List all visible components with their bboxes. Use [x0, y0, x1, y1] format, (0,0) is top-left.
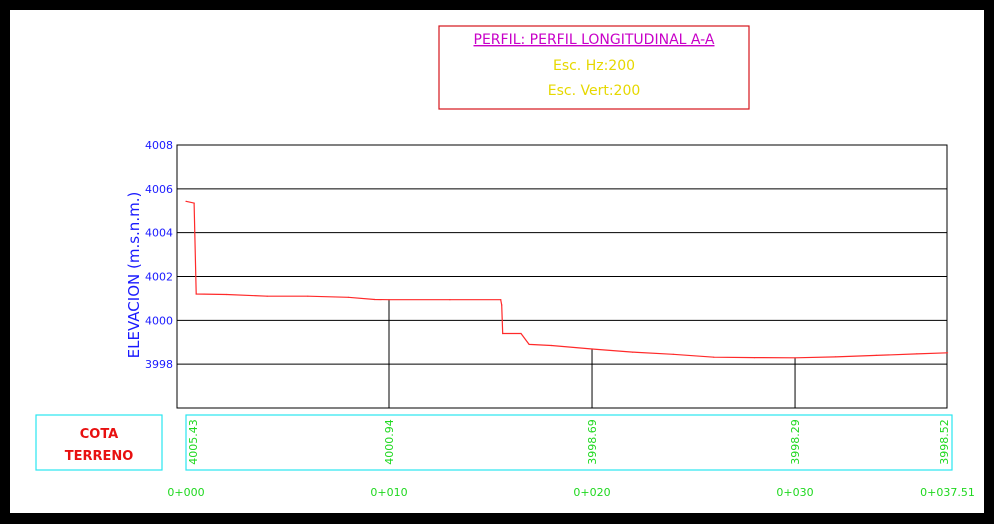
station-label: 0+037.51	[920, 486, 975, 499]
station-label: 0+030	[776, 486, 813, 499]
profile-point	[185, 200, 187, 202]
profile-point	[591, 348, 593, 350]
y-tick-label: 4000	[145, 314, 173, 327]
profile-point	[713, 356, 715, 358]
profile-point	[347, 296, 349, 298]
profile-point	[226, 293, 228, 296]
y-tick-label: 3998	[145, 358, 173, 371]
station-label: 0+000	[167, 486, 204, 499]
station-elevation-value: 4005.43	[187, 419, 200, 465]
terrain-profile-line	[185, 200, 948, 359]
y-tick-label: 4004	[145, 227, 173, 240]
station-elevation-value: 3998.69	[586, 419, 599, 465]
profile-point	[672, 353, 674, 355]
station-elevation-value: 4000.94	[383, 419, 396, 465]
profile-point	[374, 298, 376, 301]
row-label-terreno: TERRENO	[65, 449, 134, 464]
drawing-sheet: PERFIL: PERFIL LONGITUDINAL A-A Esc. Hz:…	[10, 10, 984, 513]
profile-point	[307, 295, 309, 297]
y-tick-labels: 3998 4000 4002 4004 4006 4008	[145, 139, 173, 371]
profile-point	[916, 353, 918, 355]
y-tick-label: 4006	[145, 183, 173, 196]
y-tick-label: 4008	[145, 139, 173, 152]
row-label-box	[35, 414, 163, 471]
profile-chart: PERFIL: PERFIL LONGITUDINAL A-A Esc. Hz:…	[35, 25, 975, 499]
y-axis-label: ELEVACION (m.s.n.m.)	[125, 192, 143, 359]
y-tick-label: 4002	[145, 271, 173, 284]
station-elevation-value: 3998.52	[938, 419, 951, 465]
profile-point	[835, 356, 837, 358]
profile-point	[946, 352, 949, 354]
terrain-profile-points	[185, 200, 949, 359]
profile-point	[266, 295, 268, 297]
profile-point	[875, 354, 877, 356]
vertical-gridlines	[388, 299, 796, 408]
horizontal-scale-label: Esc. Hz:200	[553, 58, 635, 74]
station-elevation-value: 3998.29	[789, 419, 802, 465]
row-label-cota: COTA	[80, 427, 119, 442]
station-label: 0+020	[573, 486, 610, 499]
profile-point	[193, 202, 195, 204]
profile-point	[520, 332, 522, 335]
profile-point	[528, 343, 530, 345]
profile-point	[388, 299, 390, 301]
profile-point	[794, 357, 796, 359]
profile-point	[449, 299, 451, 301]
profile-point	[632, 351, 634, 353]
station-label: 0+010	[370, 486, 407, 499]
profile-point	[501, 304, 503, 306]
station-labels: 0+000 0+010 0+020 0+030 0+037.51	[167, 486, 974, 499]
profile-point	[550, 344, 553, 347]
profile-point	[195, 293, 197, 295]
elevation-row-box	[185, 414, 953, 471]
profile-point	[502, 332, 504, 335]
chart-title: PERFIL: PERFIL LONGITUDINAL A-A	[474, 32, 715, 48]
horizontal-gridlines	[177, 144, 947, 365]
title-box	[438, 25, 750, 110]
vertical-scale-label: Esc. Vert:200	[548, 83, 641, 99]
station-elevation-values: 4005.43 4000.94 3998.69 3998.29 3998.52	[187, 419, 951, 465]
profile-point	[753, 357, 756, 359]
profile-point	[500, 299, 502, 301]
